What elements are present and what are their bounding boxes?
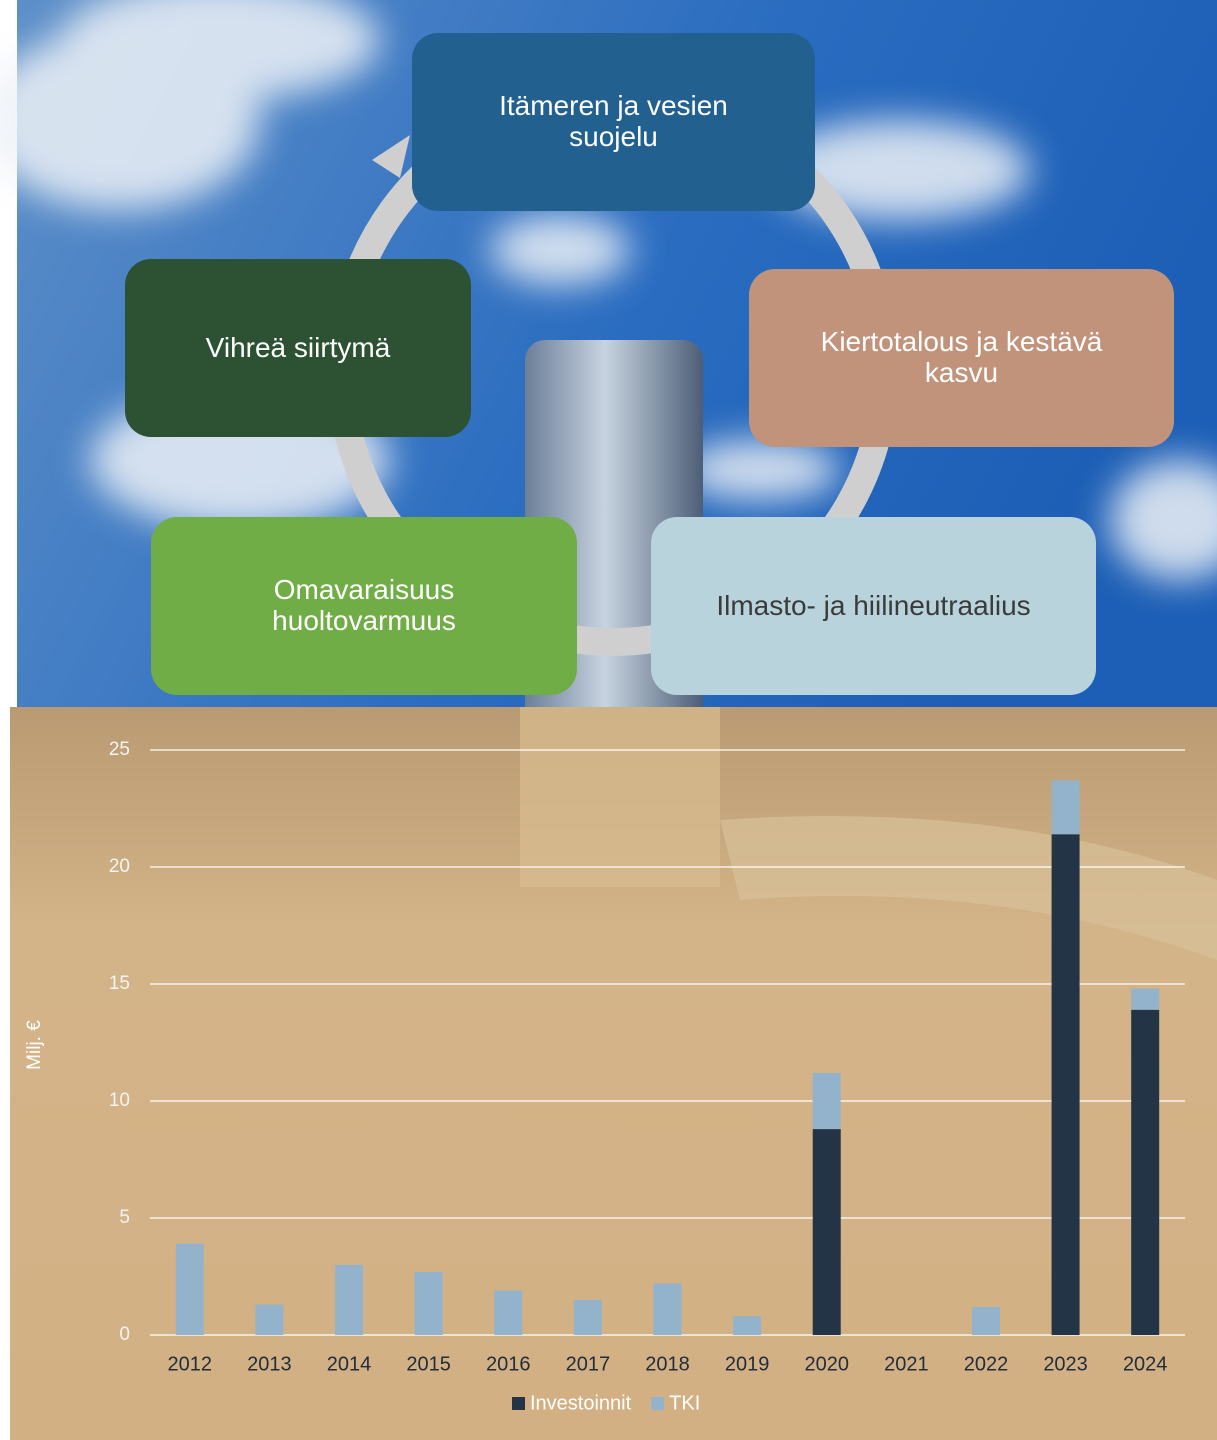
x-tick-label: 2016 [486,1353,531,1375]
bar [812,1129,841,1335]
x-tick-label: 2019 [725,1353,770,1375]
x-tick-label: 2015 [406,1353,451,1375]
x-tick-label: 2013 [247,1353,292,1375]
x-tick-label: 2018 [645,1353,690,1375]
bar [1051,780,1080,835]
node: Vihreä siirtymä [125,259,471,437]
x-tick-label: 2022 [964,1353,1009,1375]
bar [414,1271,443,1335]
legend-swatch [512,1397,525,1410]
bar [573,1299,602,1335]
y-tick-label: 20 [109,856,130,877]
x-tick-label: 2017 [566,1353,611,1375]
bar [335,1264,364,1335]
bar [175,1243,204,1335]
bar [1131,1009,1160,1335]
legend-swatch [651,1397,665,1410]
x-tick-label: 2021 [884,1353,929,1375]
legend-label: TKI [669,1392,700,1414]
bar [255,1304,284,1335]
pipe [720,816,1217,960]
node: Kiertotalous ja kestävä kasvu [749,269,1174,447]
y-tick-label: 25 [109,739,130,760]
bar [971,1306,1000,1335]
bar [1131,988,1160,1010]
x-tick-label: 2012 [168,1353,213,1375]
node: Omavaraisuus huoltovarmuus [151,517,577,695]
bar [812,1072,841,1130]
y-tick-label: 0 [119,1324,130,1345]
x-tick-label: 2014 [327,1353,372,1375]
x-tick-label: 2024 [1123,1353,1168,1375]
x-tick-label: 2023 [1043,1353,1088,1375]
y-axis-label: Milj. € [24,1020,45,1070]
bar [653,1283,682,1335]
bar [733,1316,762,1335]
y-tick-label: 15 [109,973,130,994]
x-tick-label: 2020 [804,1353,849,1375]
bar [1051,834,1080,1335]
cycle-arrow [372,135,410,178]
tower-base [520,707,720,887]
y-tick-label: 10 [109,1090,130,1111]
legend-label: Investoinnit [530,1392,632,1414]
node: Ilmasto- ja hiilineutraalius [651,517,1096,695]
bar [494,1290,523,1335]
node: Itämeren ja vesien suojelu [412,33,815,211]
clouds [0,0,1217,580]
y-tick-label: 5 [119,1207,130,1228]
